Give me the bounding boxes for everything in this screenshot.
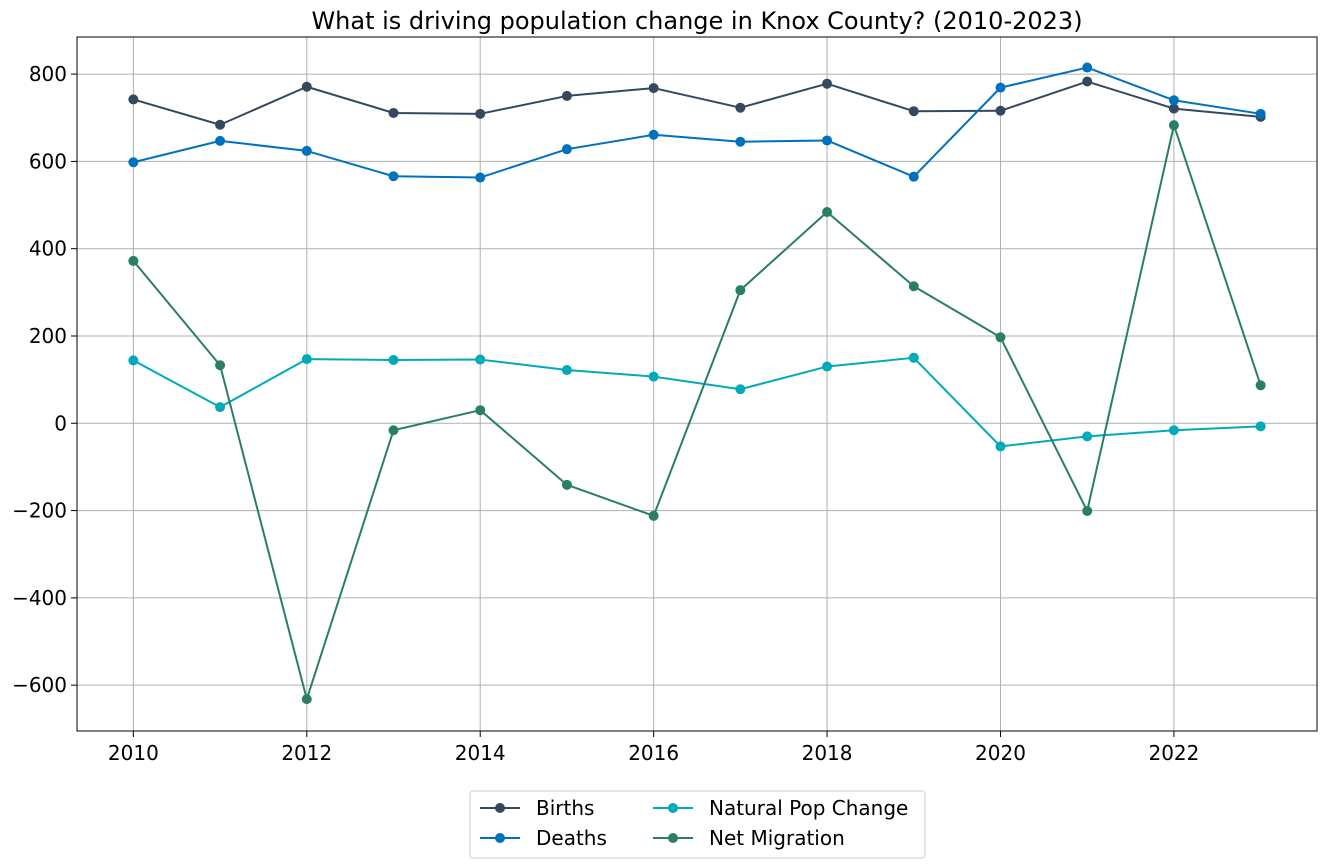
legend-label: Net Migration [709, 826, 845, 850]
legend-marker [495, 803, 505, 813]
series-net-migration [128, 120, 1266, 705]
legend-marker [668, 803, 678, 813]
series-births [128, 76, 1266, 130]
data-point-deaths [648, 129, 659, 140]
data-point-deaths [995, 82, 1006, 93]
x-tick-label: 2022 [1148, 741, 1199, 765]
data-point-births [1168, 103, 1179, 114]
x-tick-label: 2016 [628, 741, 679, 765]
data-point-net-migration [128, 255, 139, 266]
series-natural-pop-change [128, 352, 1266, 452]
data-point-deaths [561, 144, 572, 155]
data-point-deaths [1255, 108, 1266, 119]
data-point-natural-pop-change [1168, 425, 1179, 436]
y-tick-label: −200 [12, 499, 67, 523]
legend: Births Deaths Natural Pop Change Net Migrat… [469, 790, 926, 859]
series-layer [128, 62, 1266, 705]
data-point-deaths [822, 135, 833, 146]
y-tick-label: 0 [54, 411, 67, 435]
data-point-net-migration [215, 360, 226, 371]
data-point-births [1082, 76, 1093, 87]
data-point-deaths [301, 145, 312, 156]
y-tick-label: 400 [29, 237, 67, 261]
series-line-net-migration [132, 124, 1262, 701]
data-point-births [215, 119, 226, 130]
data-point-net-migration [301, 694, 312, 705]
plot-frame [76, 36, 1318, 732]
data-point-natural-pop-change [388, 354, 399, 365]
data-point-births [648, 83, 659, 94]
data-point-natural-pop-change [475, 354, 486, 365]
data-point-net-migration [1255, 380, 1266, 391]
data-point-net-migration [648, 510, 659, 521]
legend-item-deaths: Deaths [480, 826, 607, 850]
y-tick-label: 200 [29, 324, 67, 348]
grid [77, 37, 1317, 731]
legend-item-natural-pop-change: Natural Pop Change [653, 796, 908, 820]
data-point-births [822, 78, 833, 89]
data-point-births [735, 102, 746, 113]
data-point-births [128, 94, 139, 105]
y-tick-label: 600 [29, 149, 67, 173]
data-point-natural-pop-change [1255, 421, 1266, 432]
data-point-natural-pop-change [561, 365, 572, 376]
legend-marker [495, 833, 505, 843]
x-tick-label: 2020 [975, 741, 1026, 765]
data-point-deaths [215, 135, 226, 146]
data-point-net-migration [1082, 506, 1093, 517]
series-deaths [128, 62, 1266, 183]
y-tick-label: 800 [29, 62, 67, 86]
y-tick-label: −400 [12, 586, 67, 610]
data-point-natural-pop-change [822, 361, 833, 372]
x-tick-label: 2014 [455, 741, 506, 765]
data-point-births [995, 105, 1006, 116]
legend-label: Births [536, 796, 594, 820]
x-tick-label: 2012 [281, 741, 332, 765]
y-tick-label: −600 [12, 673, 67, 697]
data-point-deaths [1082, 62, 1093, 73]
x-tick-label: 2010 [108, 741, 159, 765]
data-point-births [301, 81, 312, 92]
legend-label: Deaths [536, 826, 607, 850]
data-point-deaths [908, 171, 919, 182]
data-point-natural-pop-change [215, 402, 226, 413]
x-tick-label: 2018 [802, 741, 853, 765]
data-point-natural-pop-change [735, 384, 746, 395]
data-point-births [908, 106, 919, 117]
data-point-deaths [128, 157, 139, 168]
data-point-births [561, 90, 572, 101]
data-point-net-migration [995, 332, 1006, 343]
data-point-natural-pop-change [1082, 431, 1093, 442]
data-point-net-migration [388, 425, 399, 436]
data-point-deaths [1168, 95, 1179, 106]
y-axis: −600 −400 −200 0 200 400 600 800 [12, 62, 77, 697]
legend-label: Natural Pop Change [709, 796, 908, 820]
data-point-net-migration [475, 405, 486, 416]
data-point-natural-pop-change [908, 352, 919, 363]
data-point-births [475, 108, 486, 119]
data-point-deaths [475, 172, 486, 183]
data-point-net-migration [822, 207, 833, 218]
legend-marker [668, 833, 678, 843]
data-point-deaths [388, 171, 399, 182]
series-line-deaths [133, 66, 1261, 179]
x-axis: 2010 2012 2014 2016 2018 2020 2022 [108, 731, 1199, 765]
series-line-births [133, 80, 1261, 126]
chart-title: What is driving population change in Kno… [311, 7, 1082, 35]
data-point-net-migration [561, 479, 572, 490]
data-point-net-migration [735, 285, 746, 296]
legend-frame [469, 790, 926, 859]
data-point-natural-pop-change [301, 354, 312, 365]
data-point-natural-pop-change [648, 371, 659, 382]
legend-item-births: Births [480, 796, 594, 820]
data-point-net-migration [908, 281, 919, 292]
data-point-births [388, 107, 399, 118]
legend-item-net-migration: Net Migration [653, 826, 845, 850]
data-point-deaths [735, 136, 746, 147]
data-point-net-migration [1168, 120, 1179, 131]
series-line-natural-pop-change [132, 356, 1261, 448]
data-point-natural-pop-change [128, 355, 139, 366]
data-point-natural-pop-change [995, 441, 1006, 452]
